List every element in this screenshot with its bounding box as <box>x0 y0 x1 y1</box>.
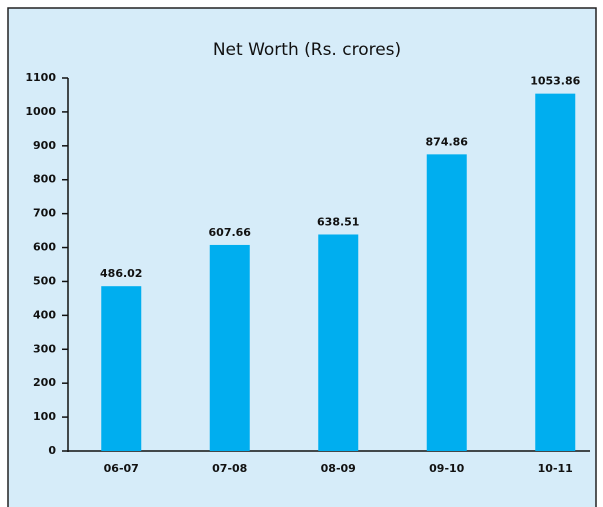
x-tick-label: 08-09 <box>321 462 356 475</box>
y-tick-label: 300 <box>33 342 56 355</box>
x-tick-label: 10-11 <box>538 462 573 475</box>
y-tick-label: 500 <box>33 274 56 287</box>
x-tick-label: 06-07 <box>104 462 139 475</box>
bar <box>535 93 576 451</box>
y-tick-label: 400 <box>33 308 56 321</box>
bar <box>426 154 467 451</box>
chart-background <box>7 7 597 507</box>
data-label: 1053.86 <box>530 75 580 88</box>
y-tick-label: 100 <box>33 410 56 423</box>
y-tick-label: 1100 <box>25 71 56 84</box>
x-tick-label: 07-08 <box>212 462 247 475</box>
data-label: 607.66 <box>209 226 252 239</box>
y-tick-label: 800 <box>33 173 56 186</box>
y-tick-label: 700 <box>33 207 56 220</box>
bar <box>209 244 250 451</box>
y-tick-label: 1000 <box>25 105 56 118</box>
data-label: 874.86 <box>426 135 469 148</box>
chart-title: Net Worth (Rs. crores) <box>213 40 401 60</box>
data-label: 486.02 <box>100 267 142 280</box>
y-tick-label: 600 <box>33 241 56 254</box>
y-tick-label: 200 <box>33 376 56 389</box>
x-tick-label: 09-10 <box>429 462 465 475</box>
y-tick-label: 900 <box>33 139 56 152</box>
bar <box>101 286 142 451</box>
y-tick-label: 0 <box>48 444 56 457</box>
bar <box>318 234 359 451</box>
data-label: 638.51 <box>317 215 359 228</box>
